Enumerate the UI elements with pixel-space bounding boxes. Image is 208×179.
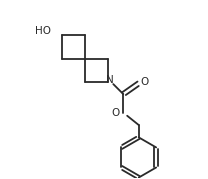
Text: O: O — [111, 108, 120, 118]
Text: HO: HO — [35, 26, 51, 36]
Text: N: N — [105, 75, 113, 85]
Text: O: O — [140, 77, 148, 87]
